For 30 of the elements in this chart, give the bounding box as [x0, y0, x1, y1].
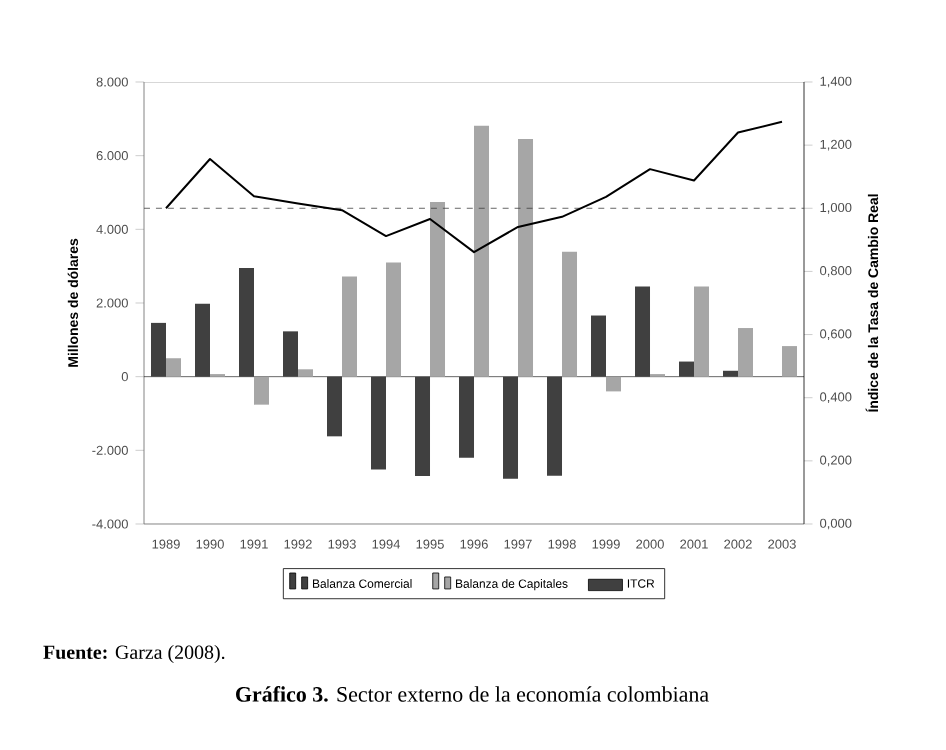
- bar: [371, 376, 386, 470]
- bar: [591, 315, 607, 377]
- bar: [635, 286, 651, 377]
- bar: [415, 376, 431, 477]
- bar: [239, 268, 254, 377]
- bar: [694, 286, 710, 377]
- text: Fuente: Garza (2008).: [43, 644, 225, 664]
- bar: [254, 376, 269, 405]
- bar: [298, 369, 313, 377]
- bar: [151, 322, 166, 377]
- bar: [723, 370, 739, 377]
- bar: [518, 139, 534, 377]
- bar: [327, 376, 342, 437]
- bar: [459, 376, 475, 458]
- bar: [195, 303, 210, 377]
- bar: [562, 251, 578, 377]
- bar: [782, 346, 798, 377]
- text: Gráfico 3. Sector externo de la economía colombiana: [236, 686, 709, 702]
- bar: [283, 331, 298, 377]
- bar: [166, 358, 181, 377]
- bar: [738, 328, 754, 377]
- line-series: [165, 120, 784, 254]
- bar: [474, 125, 490, 377]
- bar: [679, 361, 695, 377]
- bar: [430, 202, 446, 377]
- bar: [386, 262, 401, 377]
- bar: [503, 376, 519, 479]
- bar: [547, 376, 563, 476]
- bar: [342, 276, 357, 377]
- bar: [606, 376, 622, 392]
